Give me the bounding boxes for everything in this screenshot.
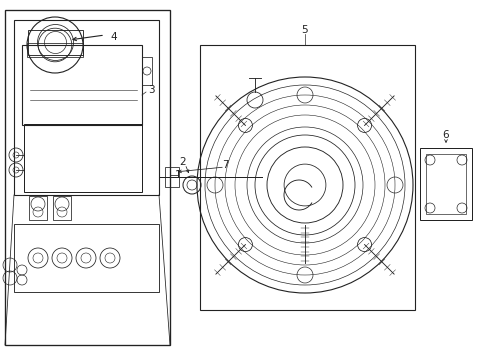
Bar (27, 43, 83, 57)
Bar (200, 45, 414, 310)
Text: 5: 5 (301, 25, 307, 35)
Text: 7: 7 (222, 160, 228, 170)
Bar (14, 224, 159, 292)
Text: 4: 4 (110, 32, 116, 42)
Bar (14, 20, 159, 195)
Bar (425, 154, 465, 214)
Text: 2: 2 (179, 157, 186, 167)
Text: 3: 3 (148, 85, 154, 95)
Text: 1: 1 (175, 170, 181, 180)
Bar (142, 57, 152, 85)
Bar (419, 148, 471, 220)
Bar (53, 196, 71, 220)
Bar (24, 124, 142, 192)
Bar (5, 10, 170, 345)
Bar (28, 30, 83, 55)
Bar (29, 196, 47, 220)
Text: 6: 6 (442, 130, 448, 140)
Bar (164, 167, 179, 187)
Bar (22, 45, 142, 125)
